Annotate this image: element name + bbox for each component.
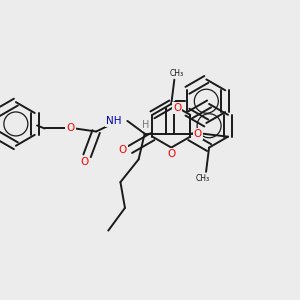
- Text: NH: NH: [106, 116, 122, 126]
- Text: O: O: [80, 157, 88, 167]
- Text: CH₃: CH₃: [195, 174, 209, 183]
- Text: H: H: [142, 120, 150, 130]
- Text: O: O: [66, 124, 74, 134]
- Text: CH₃: CH₃: [170, 68, 184, 77]
- Text: O: O: [118, 145, 127, 154]
- Text: O: O: [173, 103, 181, 113]
- Text: O: O: [194, 129, 202, 139]
- Text: O: O: [167, 149, 176, 159]
